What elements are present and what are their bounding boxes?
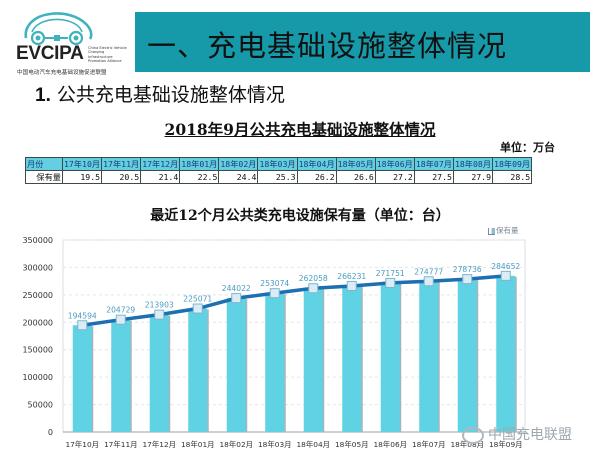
bar: [303, 288, 323, 432]
line-marker: [346, 280, 357, 291]
x-tick-label: 18年02月: [219, 440, 253, 449]
x-tick-label: 18年04月: [296, 440, 330, 449]
value-cell: 28.5: [492, 170, 533, 184]
value-cell: 22.5: [179, 170, 220, 184]
header-cell: 18年09月: [492, 157, 533, 171]
y-tick-label: 150000: [22, 346, 53, 355]
y-tick-label: 0: [48, 428, 53, 437]
data-label: 278736: [453, 265, 482, 274]
table-row: 保有量 19.5 20.5 21.4 22.5 24.4 25.3 26.2 2…: [25, 170, 533, 184]
data-label: 253074: [260, 279, 289, 288]
line-marker: [231, 293, 242, 304]
banner-title: 一、充电基础设施整体情况: [147, 29, 508, 63]
logo-subtitle-cn: 中国电动汽车充电基础设施促进联盟: [17, 70, 107, 76]
y-tick-label: 200000: [22, 318, 53, 327]
bar-chart-icon: [488, 227, 495, 235]
value-cell: 27.2: [374, 170, 415, 184]
line-marker: [385, 277, 396, 288]
data-label: 271751: [376, 269, 405, 278]
y-tick-label: 50000: [28, 401, 53, 410]
x-tick-label: 18年05月: [335, 440, 369, 449]
header-cell: 17年10月: [61, 157, 103, 171]
x-tick-label: 17年12月: [142, 440, 176, 449]
header-label: 月份: [25, 157, 63, 171]
table-title: 2018年9月公共充电基础设施整体情况: [164, 120, 436, 139]
line-marker: [462, 274, 473, 285]
legend-label: 保有量: [496, 226, 519, 235]
bar: [226, 298, 246, 432]
plot-area: [62, 239, 526, 433]
data-label: 244022: [222, 284, 251, 293]
header-cell: 18年05月: [335, 157, 376, 171]
header-cell: 18年02月: [218, 157, 259, 171]
value-cell: 26.2: [296, 170, 337, 184]
data-table: 月份 17年10月 17年11月 17年12月 18年01月 18年02月 18…: [25, 157, 533, 184]
y-tick-label: 100000: [22, 373, 53, 382]
value-cell: 24.4: [218, 170, 259, 184]
wechat-icon: [462, 426, 484, 444]
line-marker: [154, 309, 165, 320]
bar: [457, 279, 477, 432]
evcipa-logo: EVCIPA China Electric Vehicle Charging I…: [12, 8, 130, 78]
bar: [265, 293, 285, 432]
y-tick-label: 300000: [22, 263, 53, 272]
header-cell: 18年03月: [257, 157, 298, 171]
trend-line: [81, 274, 506, 327]
bar: [419, 281, 439, 432]
value-cell: 20.5: [101, 170, 142, 184]
data-label: 274777: [414, 267, 443, 276]
x-tick-label: 17年11月: [104, 440, 138, 449]
section-title: 公共充电基础设施整体情况: [56, 84, 285, 106]
bar: [72, 325, 92, 432]
bar: [188, 308, 208, 432]
bar: [111, 319, 131, 432]
line-marker: [192, 303, 203, 314]
line-marker: [77, 320, 88, 331]
line-marker: [115, 314, 126, 325]
line-marker: [423, 276, 434, 287]
x-tick-label: 18年07月: [412, 440, 446, 449]
x-tick-label: 18年03月: [258, 440, 292, 449]
section-banner: 一、充电基础设施整体情况: [135, 12, 590, 72]
bar: [496, 275, 516, 432]
data-label: 266231: [337, 272, 366, 281]
section-heading: 1. 公共充电基础设施整体情况: [35, 80, 285, 107]
x-tick-label: 17年10月: [65, 440, 99, 449]
value-cell: 19.5: [61, 170, 103, 184]
x-tick-label: 18年01月: [181, 440, 215, 449]
car-charging-icon: [24, 12, 93, 46]
data-label: 225071: [183, 295, 212, 304]
bar: [380, 282, 400, 432]
line-marker: [500, 270, 511, 281]
data-label: 194594: [68, 311, 97, 320]
line-marker: [308, 283, 319, 294]
value-cell: 27.5: [413, 170, 454, 184]
data-label: 204729: [106, 306, 135, 315]
x-tick-label: 18年08月: [450, 440, 484, 449]
row-label: 保有量: [25, 170, 63, 184]
x-tick-label: 18年06月: [373, 440, 407, 449]
section-number: 1.: [35, 85, 51, 106]
bar: [342, 285, 362, 432]
table-unit: 单位：万台: [500, 141, 555, 154]
data-label: 284652: [491, 262, 520, 271]
data-label: 262058: [299, 274, 328, 283]
value-cell: 21.4: [140, 170, 181, 184]
watermark-text: 中国充电联盟: [488, 427, 572, 443]
watermark: 中国充电联盟: [462, 424, 572, 444]
header-cell: 18年04月: [296, 157, 337, 171]
line-marker: [269, 288, 280, 299]
bar: [149, 314, 169, 432]
value-cell: 27.9: [452, 170, 494, 184]
chart-legend: 保有量: [488, 225, 519, 236]
x-tick-label: 18年09月: [489, 440, 523, 449]
y-tick-label: 250000: [22, 291, 53, 300]
y-tick-label: 350000: [22, 236, 53, 245]
data-label: 213903: [145, 301, 174, 310]
logo-wordmark: EVCIPA: [16, 43, 84, 64]
chart-title: 最近12个月公共类充电设施保有量（单位：台）: [150, 208, 450, 224]
logo-subtitle-en: China Electric Vehicle Charging Infrastr…: [88, 46, 127, 64]
